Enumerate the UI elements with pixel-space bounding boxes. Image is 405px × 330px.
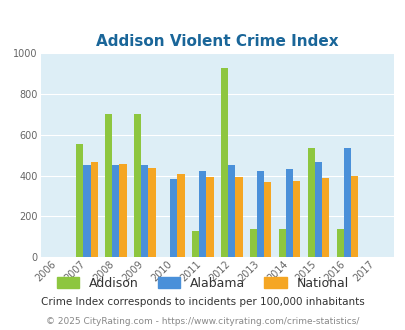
Bar: [198, 172, 206, 257]
Bar: [141, 165, 148, 257]
Bar: [292, 181, 300, 257]
Bar: [228, 165, 235, 257]
Bar: [192, 231, 198, 257]
Bar: [105, 114, 112, 257]
Bar: [206, 177, 213, 257]
Text: © 2025 CityRating.com - https://www.cityrating.com/crime-statistics/: © 2025 CityRating.com - https://www.city…: [46, 317, 359, 326]
Bar: [148, 168, 155, 257]
Bar: [119, 164, 126, 257]
Bar: [249, 229, 256, 257]
Bar: [336, 229, 343, 257]
Bar: [220, 68, 228, 257]
Bar: [90, 162, 98, 257]
Bar: [76, 144, 83, 257]
Bar: [170, 179, 177, 257]
Bar: [307, 148, 314, 257]
Bar: [177, 174, 184, 257]
Legend: Addison, Alabama, National: Addison, Alabama, National: [52, 272, 353, 295]
Bar: [134, 114, 141, 257]
Bar: [235, 177, 242, 257]
Bar: [343, 148, 350, 257]
Bar: [314, 162, 322, 257]
Title: Addison Violent Crime Index: Addison Violent Crime Index: [96, 34, 338, 49]
Bar: [264, 182, 271, 257]
Bar: [83, 165, 90, 257]
Bar: [285, 169, 292, 257]
Bar: [256, 172, 264, 257]
Bar: [112, 165, 119, 257]
Bar: [350, 176, 358, 257]
Bar: [322, 178, 328, 257]
Bar: [278, 229, 285, 257]
Text: Crime Index corresponds to incidents per 100,000 inhabitants: Crime Index corresponds to incidents per…: [41, 297, 364, 307]
